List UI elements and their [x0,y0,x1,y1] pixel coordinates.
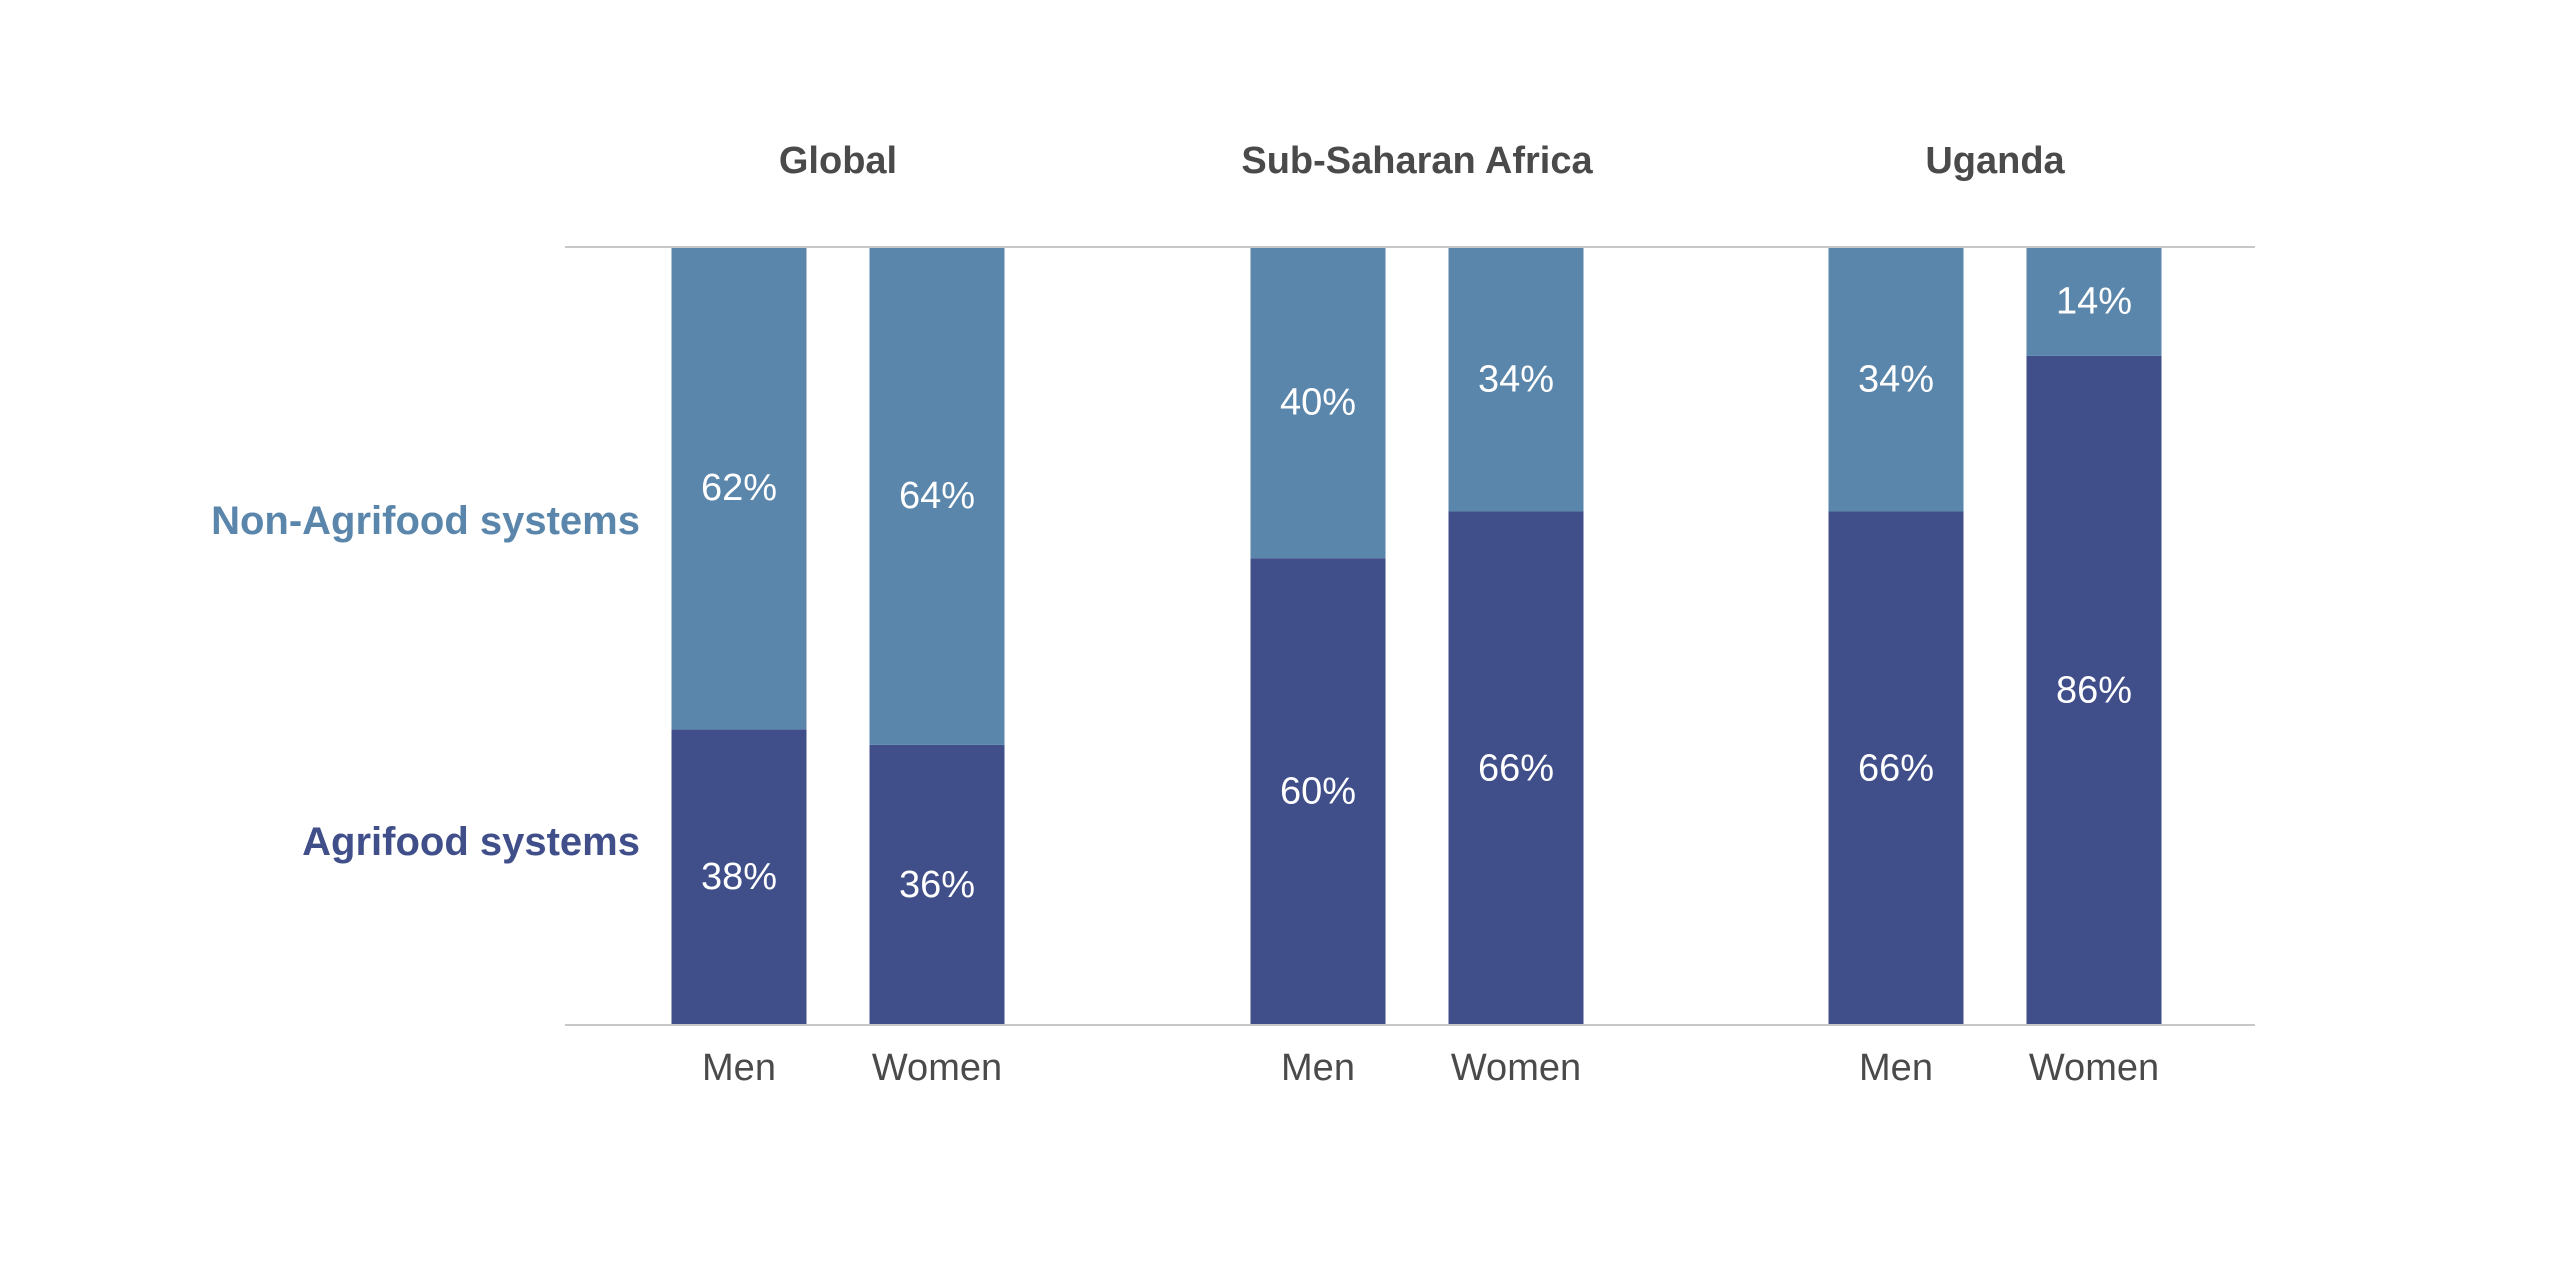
x-tick-label: Women [1451,1047,1581,1089]
data-label: 66% [1858,747,1934,789]
x-tick-label: Women [872,1047,1002,1089]
data-label: 40% [1280,382,1356,424]
data-label: 86% [2056,669,2132,711]
bar-segment [1828,511,1964,1025]
data-label: 34% [1478,358,1554,400]
legend-label: Agrifood systems [302,820,640,864]
group-title: Global [779,140,897,182]
group-title: Uganda [1925,140,2065,182]
data-label: 38% [701,856,777,898]
data-label: 14% [2056,280,2132,322]
x-tick-label: Men [702,1047,776,1089]
bar-segment [1828,247,1964,512]
bar-segment [671,247,807,730]
bar-segment [869,247,1005,745]
bar-segment [1448,511,1584,1025]
legend-label: Non-Agrifood systems [211,499,640,543]
bar-segment [1250,558,1386,1025]
bar-segment [1250,247,1386,559]
bar-segment [2026,355,2162,1025]
x-tick-label: Men [1281,1047,1355,1089]
bar-segment [1448,247,1584,512]
data-label: 62% [701,467,777,509]
bar-segment [671,729,807,1025]
data-label: 36% [899,864,975,906]
data-label: 66% [1478,747,1554,789]
x-tick-label: Women [2029,1047,2159,1089]
bar-segment [2026,247,2162,356]
group-title: Sub-Saharan Africa [1241,140,1593,182]
x-tick-label: Men [1859,1047,1933,1089]
data-label: 64% [899,475,975,517]
data-label: 34% [1858,358,1934,400]
data-label: 60% [1280,771,1356,813]
bar-segment [869,744,1005,1025]
